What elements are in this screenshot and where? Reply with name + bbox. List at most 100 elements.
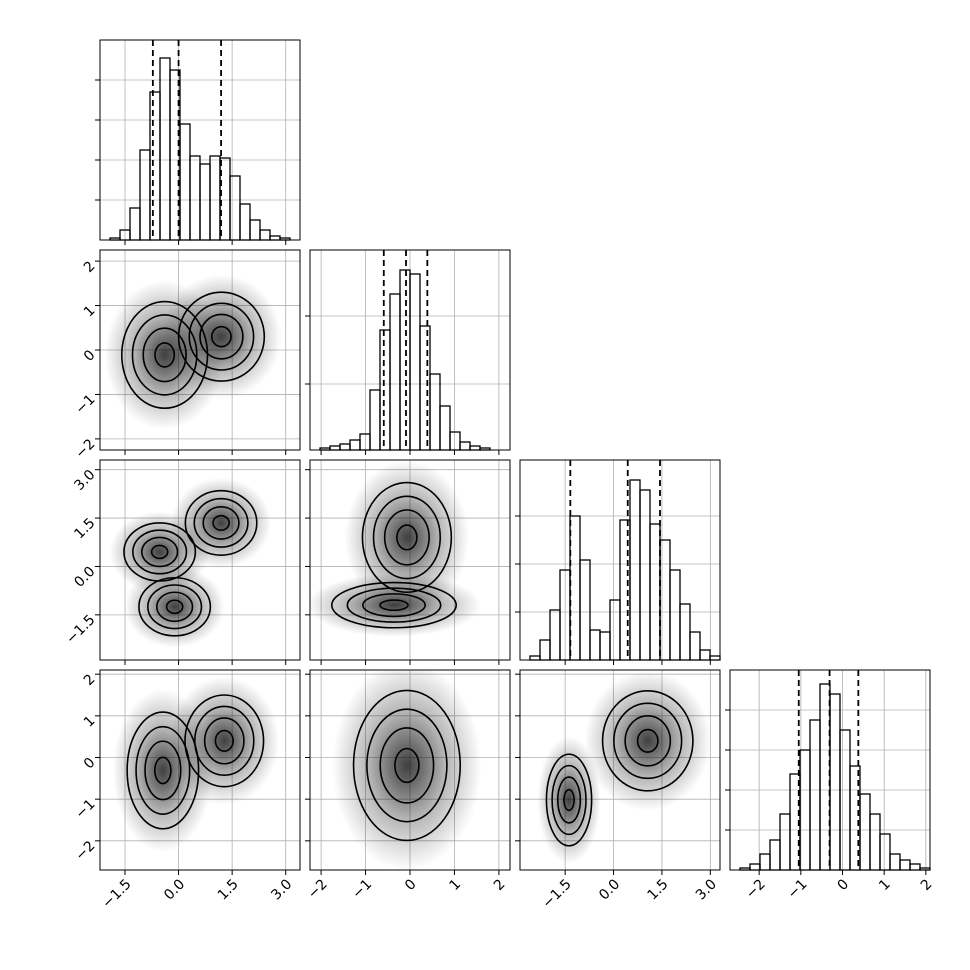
density — [537, 670, 711, 865]
hist-bar — [439, 405, 451, 451]
hist-bar — [749, 863, 761, 871]
contour — [636, 728, 659, 753]
x-tick-label: −1 — [349, 876, 375, 902]
y-tick-label: −1.5 — [63, 612, 98, 647]
contour — [147, 584, 203, 630]
hist-bar — [339, 443, 351, 451]
x-tick-label: 2 — [491, 876, 509, 894]
hist-bar — [379, 329, 391, 451]
hist-bar — [879, 833, 891, 871]
contour — [199, 313, 244, 360]
hist-bar — [159, 57, 171, 241]
hist-bar — [649, 523, 661, 661]
contour — [184, 489, 258, 556]
panel — [305, 459, 511, 665]
contour — [396, 524, 418, 551]
panel-frame — [309, 249, 511, 451]
y-tick-label: −2 — [73, 838, 99, 864]
density — [109, 477, 272, 648]
contour — [563, 788, 575, 812]
contour — [379, 727, 435, 804]
x-tick-label: 0 — [402, 876, 420, 894]
panel: −2 −1 0 1 2 — [305, 669, 511, 902]
hist-bar — [179, 123, 191, 241]
hist-bar — [419, 325, 431, 451]
panel-frame — [519, 459, 721, 661]
panel-frame — [729, 669, 931, 871]
hist-bar — [389, 293, 401, 451]
contour — [155, 591, 194, 623]
x-tick-label: 1.5 — [215, 876, 242, 903]
x-tick-label: −2 — [305, 876, 331, 902]
contour — [140, 536, 179, 568]
hist-bar — [369, 389, 381, 451]
contour — [330, 581, 458, 629]
hist-bar — [469, 445, 481, 451]
contour — [601, 690, 694, 792]
hist-bar — [829, 693, 841, 871]
panel-frame — [519, 669, 721, 871]
hist-bar — [889, 853, 901, 871]
hist-bar — [689, 631, 701, 661]
contour — [138, 576, 212, 637]
hist-bar — [409, 273, 421, 451]
panel: −1.5 0.0 1.5 3.0 — [63, 459, 301, 665]
hist-bar — [769, 839, 781, 871]
contour — [194, 705, 255, 777]
hist-bar — [229, 175, 241, 241]
panel-frame — [99, 39, 301, 241]
x-tick-label: 0 — [835, 876, 853, 894]
y-tick-label: −2 — [73, 436, 99, 462]
hist-bar — [599, 631, 611, 661]
hist-bar — [359, 433, 371, 451]
hist-bar — [329, 445, 341, 451]
hist-bar — [869, 813, 881, 871]
hist-bar — [759, 853, 771, 871]
hist-bar — [609, 599, 621, 661]
contour — [624, 715, 672, 767]
contour — [545, 753, 593, 847]
panel-frame — [99, 249, 301, 451]
hist-bar — [429, 373, 441, 451]
contour — [212, 514, 230, 531]
contour — [154, 756, 172, 785]
contour — [394, 747, 420, 784]
contour — [613, 702, 683, 780]
hist-bar — [199, 163, 211, 241]
hist-bar — [189, 155, 201, 241]
hist-bar — [629, 479, 641, 661]
hist-bar — [569, 515, 581, 661]
panel: −1.5 0.0 1.5 3.0 — [515, 669, 721, 912]
hist-bar — [899, 859, 911, 871]
hist-bar — [699, 649, 711, 661]
contour — [383, 509, 430, 566]
contour — [379, 599, 409, 612]
x-tick-label: 0.0 — [161, 876, 188, 903]
hist-bar — [799, 749, 811, 871]
x-tick-label: 1 — [876, 876, 894, 894]
x-tick-label: 1 — [446, 876, 464, 894]
hist-bar — [459, 441, 471, 451]
hist-bar — [579, 559, 591, 661]
density — [112, 676, 280, 853]
panel — [305, 249, 511, 455]
hist-bar — [209, 155, 221, 241]
x-tick-label: −1 — [785, 876, 811, 902]
y-tick-label: 3.0 — [71, 467, 98, 494]
point-cloud — [332, 670, 482, 870]
x-tick-label: −1.5 — [99, 876, 134, 911]
hist-bar — [659, 539, 671, 661]
hist-bar — [639, 489, 651, 661]
hist-bar — [259, 229, 271, 241]
contour — [193, 497, 249, 548]
hist-bar — [129, 207, 141, 241]
contour — [346, 587, 442, 623]
contour — [202, 505, 240, 540]
hist-bar — [779, 813, 791, 871]
point-cloud — [161, 274, 282, 399]
hist-bar — [669, 569, 681, 661]
hist-bar — [709, 655, 721, 661]
hist-bar — [819, 683, 831, 871]
